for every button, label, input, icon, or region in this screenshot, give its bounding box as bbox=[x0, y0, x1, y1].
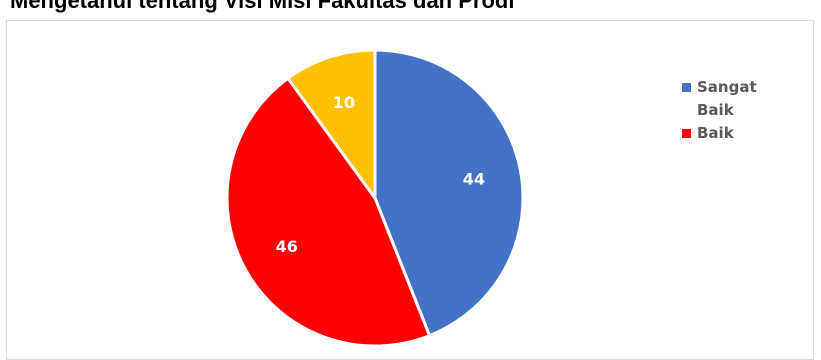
legend: Sangat Baik Baik bbox=[682, 76, 792, 145]
legend-item-baik: Baik bbox=[682, 122, 792, 145]
chart-title: Mengetahui tentang Visi Misi Fakultas da… bbox=[10, 0, 515, 13]
data-label-1: 44 bbox=[463, 170, 485, 189]
pie-slice-1 bbox=[373, 48, 525, 338]
legend-swatch-sangat-baik bbox=[682, 83, 691, 92]
pie-slice-3 bbox=[285, 48, 377, 203]
legend-swatch-baik bbox=[682, 129, 691, 138]
legend-label-sangat-baik: Sangat Baik bbox=[697, 78, 757, 119]
data-label-2: 46 bbox=[276, 237, 298, 256]
pie-slice-2 bbox=[225, 76, 432, 348]
legend-label-baik: Baik bbox=[697, 124, 734, 142]
legend-item-sangat-baik: Sangat Baik bbox=[682, 76, 792, 122]
data-label-3: 10 bbox=[333, 93, 355, 112]
